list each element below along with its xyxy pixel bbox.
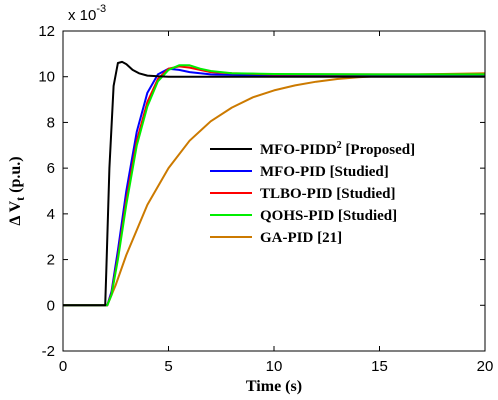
- y-tick-label: 10: [38, 69, 55, 86]
- y-tick-label: 4: [47, 206, 55, 223]
- y-tick-label: 12: [38, 23, 55, 40]
- x-tick-label: 5: [164, 358, 172, 375]
- y-tick-label: 0: [47, 297, 55, 314]
- legend-label: TLBO-PID [Studied]: [260, 186, 395, 202]
- y-axis-label-unit: (p.u.): [7, 156, 24, 192]
- legend: MFO-PIDD2 [Proposed] MFO-PID [Studied] TLB…: [206, 132, 474, 246]
- legend-label: GA-PID [21]: [260, 230, 342, 246]
- x-tick-label: 15: [371, 358, 388, 375]
- y-scale-exponent: -3: [96, 3, 106, 15]
- legend-box: [206, 132, 474, 244]
- legend-suffix: [Proposed]: [342, 142, 415, 158]
- y-tick-label: 8: [47, 114, 55, 131]
- x-tick-label: 10: [266, 358, 283, 375]
- legend-superscript: 2: [337, 140, 342, 151]
- x-tick-label: 20: [477, 358, 494, 375]
- legend-label: QOHS-PID [Studied]: [260, 208, 397, 224]
- y-scale-factor: x 10-3: [68, 3, 106, 24]
- legend-label: MFO-PIDD2 [Proposed]: [260, 140, 415, 158]
- series-line: [63, 60, 485, 307]
- y-axis-label-subscript: t: [13, 197, 27, 201]
- series-layer: [63, 60, 486, 307]
- x-tick-label: 0: [59, 358, 67, 375]
- x-axis-label: Time (s): [246, 378, 302, 395]
- y-tick-label: 2: [47, 252, 55, 269]
- y-axis-label: Δ Vt(p.u.): [7, 156, 27, 225]
- y-tick-label: -2: [42, 343, 55, 360]
- series-line: [63, 64, 485, 307]
- legend-label: MFO-PID [Studied]: [260, 164, 389, 180]
- y-tick-label: 6: [47, 160, 55, 177]
